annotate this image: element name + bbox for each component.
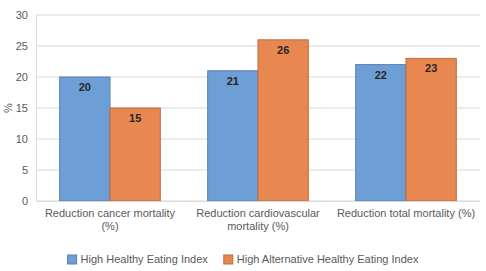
y-axis: 0 5 10 15 20 25 30 [16,9,37,207]
legend-label: High Alternative Healthy Eating Index [237,253,419,265]
legend-item: High Alternative Healthy Eating Index [224,253,419,265]
y-tick: 20 [16,71,36,83]
y-tick-label: 15 [16,102,28,114]
plot: 0 5 10 15 20 25 30 20 21 22 15 26 23 Reduction cancer… [16,9,481,232]
bars [60,40,457,201]
y-tick: 5 [22,164,36,176]
y-tick: 25 [16,40,36,52]
legend: High Healthy Eating Index High Alternativ… [68,253,419,265]
data-label: 23 [425,62,437,74]
y-tick-label: 25 [16,40,28,52]
legend-swatch [224,255,233,264]
y-tick-label: 10 [16,133,28,145]
data-label: 21 [227,75,239,87]
y-tick: 30 [16,9,36,21]
data-label: 26 [277,44,289,56]
y-axis-line [36,16,37,202]
bar [258,40,308,201]
x-tick-label: Reduction cancer mortality(%) [45,207,176,232]
x-tick-label: Reduction total mortality (%) [337,207,475,219]
legend-item: High Healthy Eating Index [68,253,209,265]
y-tick-label: 30 [16,9,28,21]
data-label: 22 [375,69,387,81]
x-axis-line [37,201,481,202]
bar [60,77,110,201]
x-axis: Reduction cancer mortality(%) Reduction c… [37,201,481,232]
y-axis-title: % [2,103,14,113]
bar [356,65,406,201]
bar [110,108,160,201]
data-label: 20 [79,81,91,93]
y-tick-label: 5 [22,164,28,176]
legend-swatch [68,255,77,264]
data-labels: 20 21 22 15 26 23 [79,44,438,124]
bar [208,71,258,201]
grid-line [36,15,480,16]
x-tick-label: Reduction cardiovascularmortality (%) [196,207,320,232]
x-tick: Reduction cardiovascularmortality (%) [196,201,320,232]
legend-label: High Healthy Eating Index [81,253,209,265]
chart: 0 5 10 15 20 25 30 20 21 22 15 26 23 Reduction cancer… [0,0,486,271]
x-tick: Reduction cancer mortality(%) [45,201,176,232]
y-tick: 15 [16,102,36,114]
data-label: 15 [129,112,141,124]
bar [406,58,456,201]
y-tick: 0 [22,195,36,207]
y-tick-label: 20 [16,71,28,83]
grid [36,15,480,201]
y-tick-label: 0 [22,195,28,207]
x-tick: Reduction total mortality (%) [337,201,475,219]
y-tick: 10 [16,133,36,145]
